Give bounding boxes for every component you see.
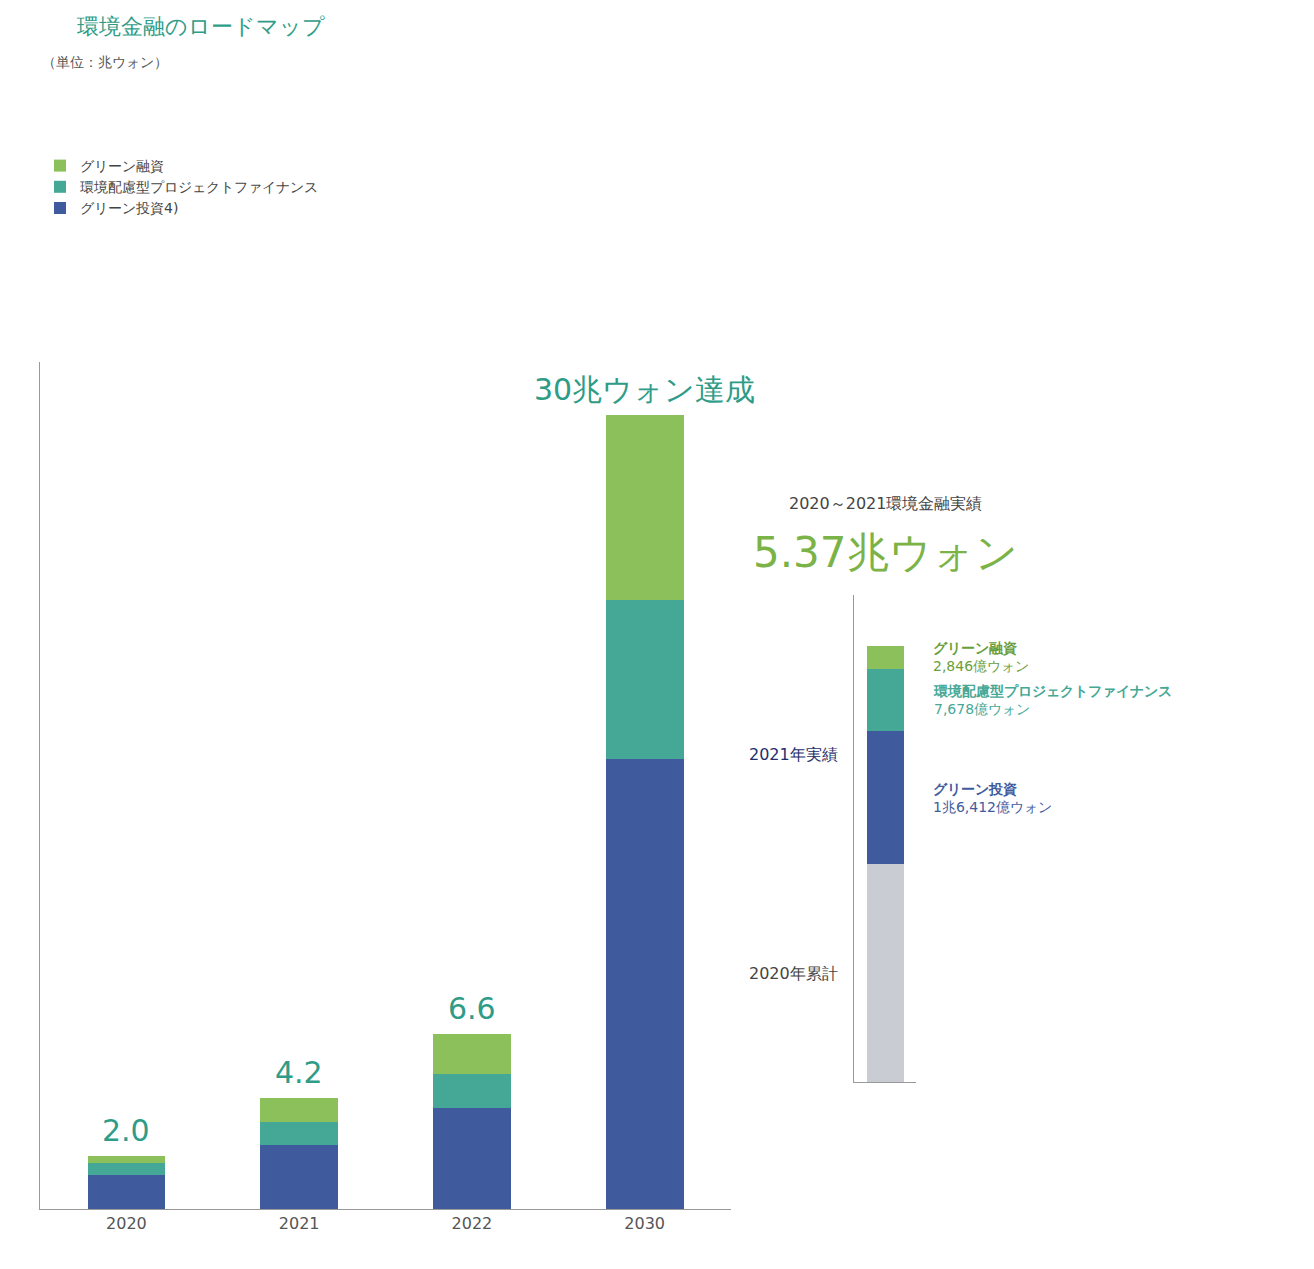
- svg-text:グリーン融資: グリーン融資: [80, 158, 164, 174]
- svg-text:2020年累計: 2020年累計: [749, 964, 838, 983]
- svg-text:グリーン投資1兆6,412億ウォン: グリーン投資1兆6,412億ウォン: [933, 781, 1052, 815]
- svg-text:2030: 2030: [624, 1214, 665, 1233]
- svg-text:グリーン投資4): グリーン投資4): [80, 200, 178, 216]
- svg-text:6.6: 6.6: [448, 991, 496, 1026]
- svg-text:2021年実績: 2021年実績: [749, 745, 838, 764]
- svg-text:環境配慮型プロジェクトファイナンス: 環境配慮型プロジェクトファイナンス: [80, 179, 318, 195]
- svg-text:環境金融のロードマップ: 環境金融のロードマップ: [77, 14, 325, 39]
- svg-text:30兆ウォン達成: 30兆ウォン達成: [534, 372, 755, 407]
- svg-text:2020～2021環境金融実績: 2020～2021環境金融実績: [789, 494, 982, 513]
- svg-text:4.2: 4.2: [275, 1055, 323, 1090]
- svg-text:2021: 2021: [279, 1214, 320, 1233]
- svg-text:（単位：兆ウォン）: （単位：兆ウォン）: [42, 54, 168, 70]
- svg-text:2020: 2020: [106, 1214, 147, 1233]
- svg-text:2.0: 2.0: [102, 1113, 150, 1148]
- svg-text:2022: 2022: [452, 1214, 493, 1233]
- svg-text:環境配慮型プロジェクトファイナンス7,678億ウォン: 環境配慮型プロジェクトファイナンス7,678億ウォン: [933, 683, 1172, 717]
- svg-text:5.37兆ウォン: 5.37兆ウォン: [753, 528, 1018, 577]
- svg-text:グリーン融資2,846億ウォン: グリーン融資2,846億ウォン: [933, 640, 1029, 674]
